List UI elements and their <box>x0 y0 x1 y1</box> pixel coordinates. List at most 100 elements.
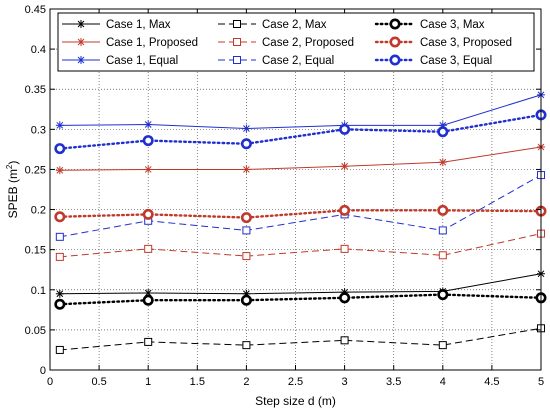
x-tick-label: 3 <box>342 376 348 388</box>
data-point <box>240 212 252 224</box>
series-1 <box>55 269 545 298</box>
series-7 <box>54 289 547 310</box>
data-point-d2 <box>144 289 152 297</box>
legend-marker <box>233 20 241 28</box>
legend-marker <box>389 54 401 66</box>
x-tick-label: 1 <box>145 376 151 388</box>
legend-label: Case 2, Max <box>262 19 327 31</box>
data-point <box>437 204 449 216</box>
series-line <box>59 233 542 258</box>
legend-label: Case 1, Proposed <box>106 37 198 49</box>
y-axis-label: SPEB (m2) <box>5 161 20 219</box>
y-tick-label: 0 <box>40 365 46 377</box>
series-line <box>58 209 543 219</box>
data-point <box>55 345 64 354</box>
y-tick-label: 0.25 <box>25 164 46 176</box>
data-point-d2 <box>243 166 250 173</box>
data-point <box>437 289 449 301</box>
legend: Case 1, Max Case 1, Proposed Case 1, Equal… <box>57 12 535 72</box>
series-line <box>59 174 542 238</box>
data-point <box>340 336 349 345</box>
series-5 <box>55 229 545 261</box>
legend-item: Case 3, Max <box>374 18 485 31</box>
data-point-d2 <box>56 290 64 298</box>
legend-label: Case 3, Proposed <box>420 37 512 49</box>
data-point-d2 <box>439 158 447 166</box>
y-tick-label: 0.05 <box>25 325 46 337</box>
series-line <box>58 293 543 306</box>
ticks-layer: 0 0.5 1 1.5 2 2.5 3 3.5 4 4.5 5 0 0.05 0.1 0.15 0.2 0.25… <box>25 4 544 388</box>
y-tick-label: 0.1 <box>31 285 46 297</box>
legend-label: Case 1, Max <box>106 19 171 31</box>
data-point <box>242 226 251 235</box>
series-4 <box>55 324 545 354</box>
series-line <box>58 113 543 150</box>
legend-item: Case 1, Max <box>62 19 171 31</box>
legend-item: Case 3, Equal <box>374 54 492 67</box>
data-point-d2 <box>144 166 152 173</box>
y-tick-label: 0.35 <box>25 84 46 96</box>
data-point <box>54 298 66 310</box>
data-point <box>438 251 447 260</box>
series-line <box>59 94 542 130</box>
y-tick-label: 0.15 <box>25 245 46 257</box>
series-layer <box>54 90 547 354</box>
legend-label: Case 2, Proposed <box>262 37 354 49</box>
data-point-d2 <box>341 162 348 170</box>
legend-label: Case 3, Equal <box>420 55 492 67</box>
legend-marker-d2 <box>77 38 85 46</box>
legend-marker <box>233 56 241 64</box>
y-tick-label: 0.3 <box>31 124 46 136</box>
data-point-d2 <box>144 121 152 128</box>
legend-item: Case 3, Proposed <box>374 36 512 49</box>
x-tick-label: 2.5 <box>288 376 303 388</box>
x-tick-label: 5 <box>538 376 544 388</box>
x-tick-label: 4.5 <box>484 376 499 388</box>
legend-item: Case 2, Equal <box>218 55 334 67</box>
data-point <box>242 341 251 350</box>
legend-item: Case 1, Proposed <box>62 37 198 49</box>
data-point <box>340 244 349 253</box>
data-point <box>55 252 64 261</box>
legend-marker-d2 <box>77 56 85 64</box>
data-point <box>437 126 449 138</box>
legend-item: Case 2, Proposed <box>218 37 354 49</box>
x-tick-label: 0 <box>47 376 53 388</box>
data-point <box>144 337 153 346</box>
data-point <box>54 211 66 223</box>
legend-marker-d2 <box>77 20 85 28</box>
series-line <box>59 146 542 171</box>
series-9 <box>54 109 547 155</box>
x-tick-label: 4 <box>440 376 446 388</box>
data-point <box>438 226 447 235</box>
series-line <box>59 327 542 351</box>
data-point <box>339 292 351 304</box>
legend-label: Case 2, Equal <box>262 55 334 67</box>
series-2 <box>55 142 545 175</box>
data-point <box>144 244 153 253</box>
data-point-d2 <box>56 166 64 174</box>
data-point <box>438 341 447 350</box>
legend-marker <box>389 18 401 30</box>
series-8 <box>54 204 547 224</box>
data-point <box>339 204 351 216</box>
x-tick-label: 2 <box>243 376 249 388</box>
data-point <box>339 123 351 135</box>
legend-item: Case 1, Equal <box>62 55 178 67</box>
x-tick-label: 0.5 <box>91 376 106 388</box>
data-point-d2 <box>243 125 250 132</box>
legend-marker <box>389 36 401 48</box>
legend-box <box>57 12 535 72</box>
y-axis-label-close: ) <box>6 161 20 165</box>
data-point <box>240 294 252 306</box>
y-tick-label: 0.45 <box>25 4 46 16</box>
x-axis-label: Step size d (m) <box>255 394 336 408</box>
data-point <box>54 143 66 155</box>
legend-label: Case 1, Equal <box>106 55 178 67</box>
y-tick-label: 0.4 <box>31 44 46 56</box>
data-point <box>55 232 64 241</box>
legend-item: Case 2, Max <box>218 19 327 31</box>
x-tick-label: 3.5 <box>386 376 401 388</box>
data-point-d2 <box>56 121 64 129</box>
